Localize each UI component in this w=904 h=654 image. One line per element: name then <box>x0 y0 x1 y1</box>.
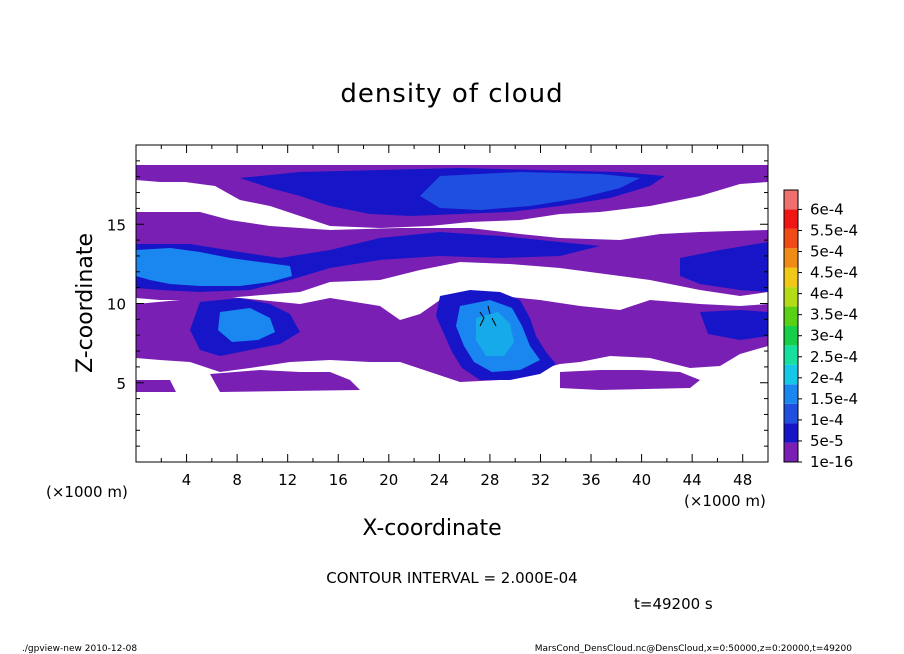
x-tick-label: 28 <box>480 471 499 489</box>
lower-band-purple-mid <box>210 370 360 392</box>
lower-band-purple <box>136 380 176 392</box>
core-contour-line <box>479 305 497 327</box>
source-info: MarsCond_DensCloud.nc@DensCloud,x=0:5000… <box>535 644 852 654</box>
x-tick-label: 32 <box>531 471 550 489</box>
colorbar-label: 6e-4 <box>810 200 844 218</box>
colorbar-swatch <box>784 442 798 462</box>
colorbar-swatch <box>784 267 798 288</box>
x-tick-label: 24 <box>430 471 449 489</box>
middle-layer-bright-left <box>136 248 292 286</box>
middle-layer-right-blue <box>680 242 768 292</box>
convective-core <box>436 290 556 380</box>
y-unit-label: (×1000 m) <box>46 483 128 501</box>
x-tick-label: 20 <box>379 471 398 489</box>
core-cyan <box>476 312 514 356</box>
y-tick-label: 5 <box>116 375 126 393</box>
colorbar-label: 4.5e-4 <box>810 264 858 282</box>
x-tick-label: 40 <box>632 471 651 489</box>
colorbar-swatch <box>784 384 798 404</box>
chart-title: density of cloud <box>340 79 563 109</box>
colorbar: 1e-16 5e-5 1e-4 1.5e-4 2e-4 2.5e-4 3e-4 3.5e-4 4… <box>783 189 858 471</box>
colorbar-swatch <box>784 345 798 365</box>
colorbar-swatch <box>784 423 798 443</box>
colorbar-label: 3e-4 <box>810 327 844 345</box>
colorbar-label: 2e-4 <box>810 369 844 387</box>
contour-interval: CONTOUR INTERVAL = 2.000E-04 <box>326 569 577 587</box>
colorbar-label: 2.5e-4 <box>810 348 858 366</box>
colorbar-swatch <box>784 326 798 346</box>
x-tick-label: 8 <box>232 471 242 489</box>
colorbar-swatch <box>784 364 798 385</box>
colorbar-swatch <box>784 287 798 307</box>
x-tick-label: 12 <box>278 471 297 489</box>
x-tick-label: 4 <box>182 471 192 489</box>
y-axis-label: Z-coordinate <box>73 233 98 373</box>
lower-layer-blue-right <box>700 310 768 340</box>
colorbar-label: 5.5e-4 <box>810 221 858 239</box>
x-unit-label: (×1000 m) <box>684 492 766 510</box>
colorbar-label: 1e-4 <box>810 411 844 429</box>
colorbar-label: 1e-16 <box>810 453 853 471</box>
time-label: t=49200 s <box>634 595 713 613</box>
colorbar-swatch <box>784 209 798 229</box>
x-tick-label: 36 <box>581 471 600 489</box>
program-info: ./gpview-new 2010-12-08 <box>22 644 137 654</box>
middle-cloud-layer <box>136 212 768 300</box>
colorbar-swatch <box>784 190 798 210</box>
colorbar-label: 3.5e-4 <box>810 306 858 324</box>
upper-cloud-layer <box>136 165 768 228</box>
colorbar-swatch <box>784 306 798 326</box>
colorbar-label: 5e-4 <box>810 243 844 261</box>
y-tick-label: 10 <box>107 296 126 314</box>
y-tick-label: 15 <box>107 216 126 234</box>
lower-band-purple-right <box>560 370 700 390</box>
y-axis-ticks: 5 10 15 <box>107 160 768 447</box>
x-axis-label: X-coordinate <box>362 516 501 541</box>
x-tick-label: 16 <box>329 471 348 489</box>
lower-layer-bright-left <box>218 308 275 342</box>
colorbar-swatch <box>784 248 798 268</box>
colorbar-swatch <box>784 403 798 424</box>
x-tick-label: 44 <box>683 471 702 489</box>
colorbar-label: 4e-4 <box>810 285 844 303</box>
x-tick-label: 48 <box>733 471 752 489</box>
colorbar-label: 5e-5 <box>810 432 844 450</box>
colorbar-label: 1.5e-4 <box>810 390 858 408</box>
x-axis-ticks: 4 8 12 16 20 24 28 32 36 40 44 48 <box>160 145 752 489</box>
upper-layer-bright <box>420 172 640 210</box>
colorbar-frame <box>783 189 799 463</box>
colorbar-swatch <box>784 228 798 249</box>
